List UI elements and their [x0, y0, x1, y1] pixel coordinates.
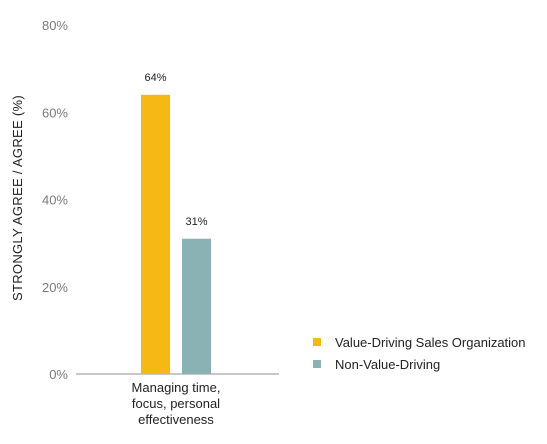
legend-label-non-value-driving: Non-Value-Driving	[335, 356, 441, 372]
data-label-value-driving: 64%	[144, 72, 166, 84]
legend: Value-Driving Sales Organization Non-Val…	[313, 331, 526, 375]
legend-label-value-driving: Value-Driving Sales Organization	[335, 334, 526, 350]
legend-swatch-non-value-driving	[313, 360, 321, 368]
y-tick-label: 80%	[42, 18, 68, 33]
bar-group: 64% 31%	[141, 72, 211, 375]
legend-swatch-value-driving	[313, 338, 321, 346]
y-tick-label: 40%	[42, 193, 68, 208]
y-tick-label: 60%	[42, 105, 68, 120]
y-tick-label: 0%	[49, 367, 68, 382]
y-axis-ticks: 0% 20% 40% 60% 80%	[42, 18, 68, 382]
y-tick-label: 20%	[42, 280, 68, 295]
y-axis-label: STRONGLY AGREE / AGREE (%)	[10, 95, 25, 301]
bar-non-value-driving	[182, 238, 211, 374]
category-label: Managing time, focus, personal effectivene…	[132, 380, 221, 427]
legend-item-non-value-driving: Non-Value-Driving	[313, 353, 526, 375]
legend-item-value-driving: Value-Driving Sales Organization	[313, 331, 526, 353]
bar-value-driving	[141, 94, 170, 375]
data-label-non-value-driving: 31%	[185, 216, 207, 228]
category-labels: Managing time, focus, personal effectivene…	[132, 380, 221, 427]
